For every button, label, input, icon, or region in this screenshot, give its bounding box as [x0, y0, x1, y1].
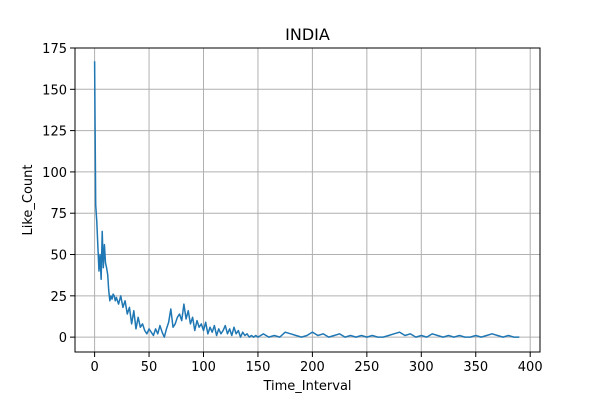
y-tick-label: 150 — [42, 83, 67, 98]
x-tick-label: 50 — [141, 360, 158, 375]
x-tick-label: 0 — [90, 360, 98, 375]
series-line — [93, 61, 520, 338]
grid — [75, 47, 540, 352]
x-tick-label: 150 — [246, 360, 271, 375]
x-tick-label: 400 — [518, 360, 543, 375]
y-tick-label: 50 — [50, 249, 67, 264]
chart-title: INDIA — [285, 25, 330, 44]
series-layer — [93, 61, 520, 338]
x-tick-label: 100 — [191, 360, 216, 375]
y-tick-label: 0 — [59, 331, 67, 346]
y-axis-ticks: 0 25 50 75 100 125 150 175 — [42, 42, 75, 346]
axes-frame — [74, 47, 541, 353]
x-axis-label: Time_Interval — [262, 379, 351, 394]
x-tick-label: 250 — [354, 360, 379, 375]
y-tick-label: 175 — [42, 42, 67, 57]
y-tick-label: 25 — [50, 290, 67, 305]
y-tick-label: 75 — [50, 207, 67, 222]
y-axis-label: Like_Count — [21, 164, 36, 235]
y-tick-label: 100 — [42, 166, 67, 181]
x-axis-ticks: 0 50 100 150 200 250 300 350 400 — [90, 352, 543, 375]
x-tick-label: 350 — [463, 360, 488, 375]
x-tick-label: 300 — [409, 360, 434, 375]
y-tick-label: 125 — [42, 125, 67, 140]
x-tick-label: 200 — [300, 360, 325, 375]
